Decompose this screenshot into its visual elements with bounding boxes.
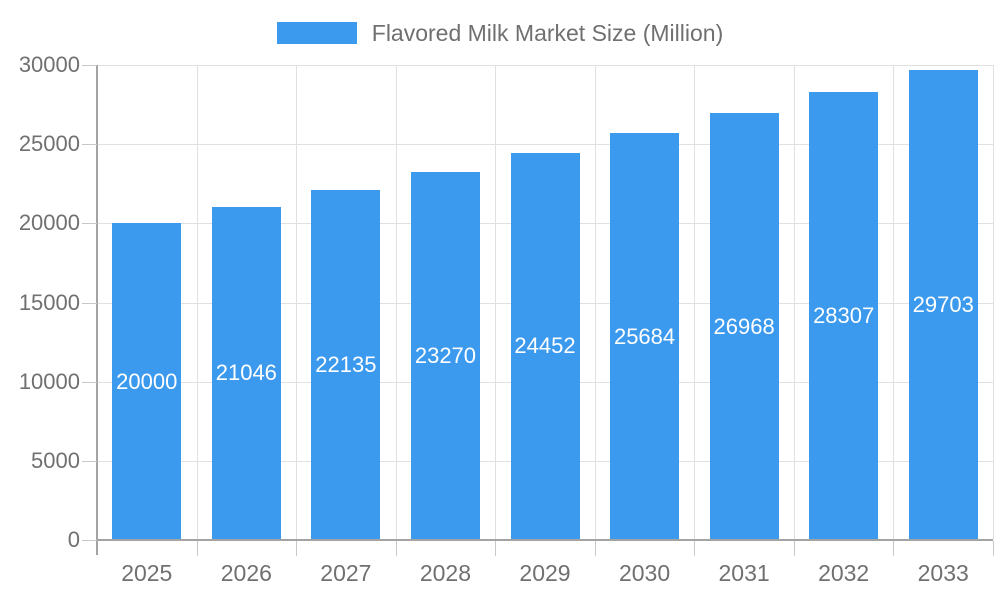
y-tick bbox=[82, 223, 97, 225]
bar-value-label: 25684 bbox=[613, 323, 676, 349]
x-axis-label-2029: 2029 bbox=[519, 560, 571, 586]
bar-value-label: 23270 bbox=[414, 342, 477, 368]
bar-2031[interactable]: 26968 bbox=[709, 113, 779, 540]
v-gridline bbox=[296, 65, 298, 540]
legend: Flavored Milk Market Size (Million) bbox=[0, 20, 1000, 46]
bar-2030[interactable]: 25684 bbox=[610, 133, 680, 540]
v-gridline bbox=[694, 65, 696, 540]
y-tick bbox=[82, 302, 97, 304]
v-gridline bbox=[495, 65, 497, 540]
x-axis-label-2026: 2026 bbox=[220, 560, 272, 586]
v-gridline bbox=[993, 65, 994, 540]
x-axis-label-2027: 2027 bbox=[320, 560, 372, 586]
bar-value-label: 22135 bbox=[315, 351, 377, 377]
bar-value-label: 21046 bbox=[215, 360, 277, 386]
bar-value-label: 20000 bbox=[116, 368, 178, 394]
y-tick bbox=[82, 381, 97, 383]
x-tick bbox=[993, 541, 994, 556]
x-axis-label-2033: 2033 bbox=[917, 560, 969, 586]
bar-value-label: 28307 bbox=[813, 302, 875, 328]
x-axis-label-2032: 2032 bbox=[818, 560, 870, 586]
y-tick bbox=[82, 460, 97, 462]
y-tick-label: 0 bbox=[67, 527, 80, 552]
x-tick bbox=[893, 541, 895, 556]
h-gridline bbox=[97, 65, 993, 66]
y-tick-label: 25000 bbox=[18, 131, 80, 157]
h-gridline bbox=[97, 144, 993, 146]
y-tick-label: 10000 bbox=[18, 368, 80, 394]
bar-value-label: 29703 bbox=[912, 291, 974, 317]
bar-2032[interactable]: 28307 bbox=[809, 91, 879, 540]
bar-value-label: 24452 bbox=[514, 333, 576, 359]
bar-2026[interactable]: 21046 bbox=[211, 206, 281, 540]
v-gridline bbox=[893, 65, 895, 540]
bar-2027[interactable]: 22135 bbox=[311, 189, 381, 540]
y-axis-line bbox=[96, 65, 98, 555]
x-axis-label-2031: 2031 bbox=[718, 560, 770, 586]
v-gridline bbox=[793, 65, 795, 540]
x-tick bbox=[694, 541, 696, 556]
x-tick bbox=[495, 541, 497, 556]
legend-item[interactable]: Flavored Milk Market Size (Million) bbox=[276, 20, 724, 46]
y-tick bbox=[82, 65, 97, 66]
bar-value-label: 26968 bbox=[713, 313, 775, 339]
y-tick-label: 30000 bbox=[18, 52, 80, 77]
y-tick-label: 5000 bbox=[31, 447, 80, 473]
x-tick bbox=[594, 541, 596, 556]
y-zero-tick bbox=[82, 540, 97, 541]
x-tick bbox=[296, 541, 298, 556]
x-axis-label-2030: 2030 bbox=[618, 560, 671, 586]
x-axis-label-2028: 2028 bbox=[419, 560, 472, 586]
bar-2033[interactable]: 29703 bbox=[908, 69, 978, 540]
y-tick-label: 15000 bbox=[18, 289, 80, 315]
x-tick bbox=[793, 541, 795, 556]
v-gridline bbox=[594, 65, 596, 540]
y-tick-label: 20000 bbox=[18, 210, 80, 236]
x-axis-label-2025: 2025 bbox=[121, 560, 173, 586]
x-tick bbox=[196, 541, 198, 556]
bar-2028[interactable]: 23270 bbox=[410, 171, 480, 540]
y-tick bbox=[82, 144, 97, 146]
v-gridline bbox=[395, 65, 397, 540]
legend-label: Flavored Milk Market Size (Million) bbox=[371, 20, 724, 46]
bar-2025[interactable]: 20000 bbox=[112, 223, 182, 540]
bar-2029[interactable]: 24452 bbox=[510, 152, 580, 540]
x-axis-line bbox=[97, 539, 993, 541]
legend-swatch bbox=[276, 22, 357, 44]
x-tick bbox=[395, 541, 397, 556]
v-gridline bbox=[196, 65, 198, 540]
plot-area: 20000 21046 22135 23270 24452 25684 26968 28307… bbox=[97, 65, 994, 540]
